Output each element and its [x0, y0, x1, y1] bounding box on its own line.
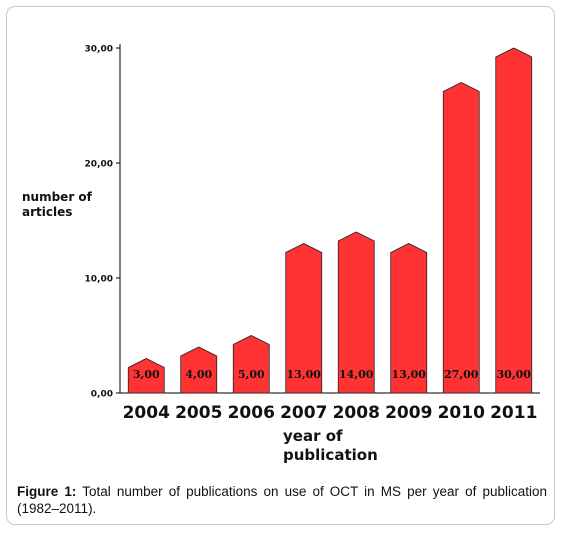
- data-label: 5,00: [238, 368, 265, 381]
- x-tick-label: 2010: [438, 403, 485, 423]
- data-label: 4,00: [185, 368, 212, 381]
- bar: [495, 47, 533, 394]
- y-tick-label: 30,00: [85, 45, 113, 55]
- x-tick-label: 2006: [228, 403, 275, 423]
- bar: [442, 82, 480, 394]
- data-label: 30,00: [497, 368, 532, 381]
- chart-bars: [127, 47, 533, 394]
- data-label: 14,00: [339, 368, 374, 381]
- bar-chart: 0,00 10,00 20,00 30,00 3,00 2004 4,00 2005 5,00…: [85, 44, 540, 423]
- bar: [285, 243, 323, 394]
- y-tick-label: 0,00: [91, 390, 113, 400]
- data-label: 13,00: [392, 368, 427, 381]
- caption-label: Figure 1:: [17, 484, 77, 499]
- x-tick-label: 2005: [175, 403, 222, 423]
- data-label: 13,00: [287, 368, 322, 381]
- x-tick-label: 2011: [490, 403, 537, 423]
- data-label: 3,00: [133, 368, 160, 381]
- x-axis-title: year of publication: [283, 427, 378, 464]
- x-tick-label: 2009: [385, 403, 432, 423]
- chart-labels: 3,00 2004 4,00 2005 5,00 2006 13,00 2007 14,00 20…: [123, 368, 538, 423]
- bar: [390, 243, 428, 394]
- y-tick-label: 20,00: [85, 160, 113, 170]
- caption-text: Total number of publications on use of O…: [17, 484, 547, 516]
- data-label: 27,00: [444, 368, 479, 381]
- figure-caption: Figure 1: Total number of publications o…: [17, 483, 547, 517]
- bar: [180, 346, 218, 394]
- y-axis-title: number of articles: [22, 190, 92, 219]
- y-tick-label: 10,00: [85, 275, 113, 285]
- bar: [127, 358, 165, 394]
- bar: [337, 231, 375, 394]
- x-tick-label: 2008: [333, 403, 380, 423]
- x-tick-label: 2004: [123, 403, 170, 423]
- x-tick-label: 2007: [280, 403, 327, 423]
- bar: [232, 335, 270, 394]
